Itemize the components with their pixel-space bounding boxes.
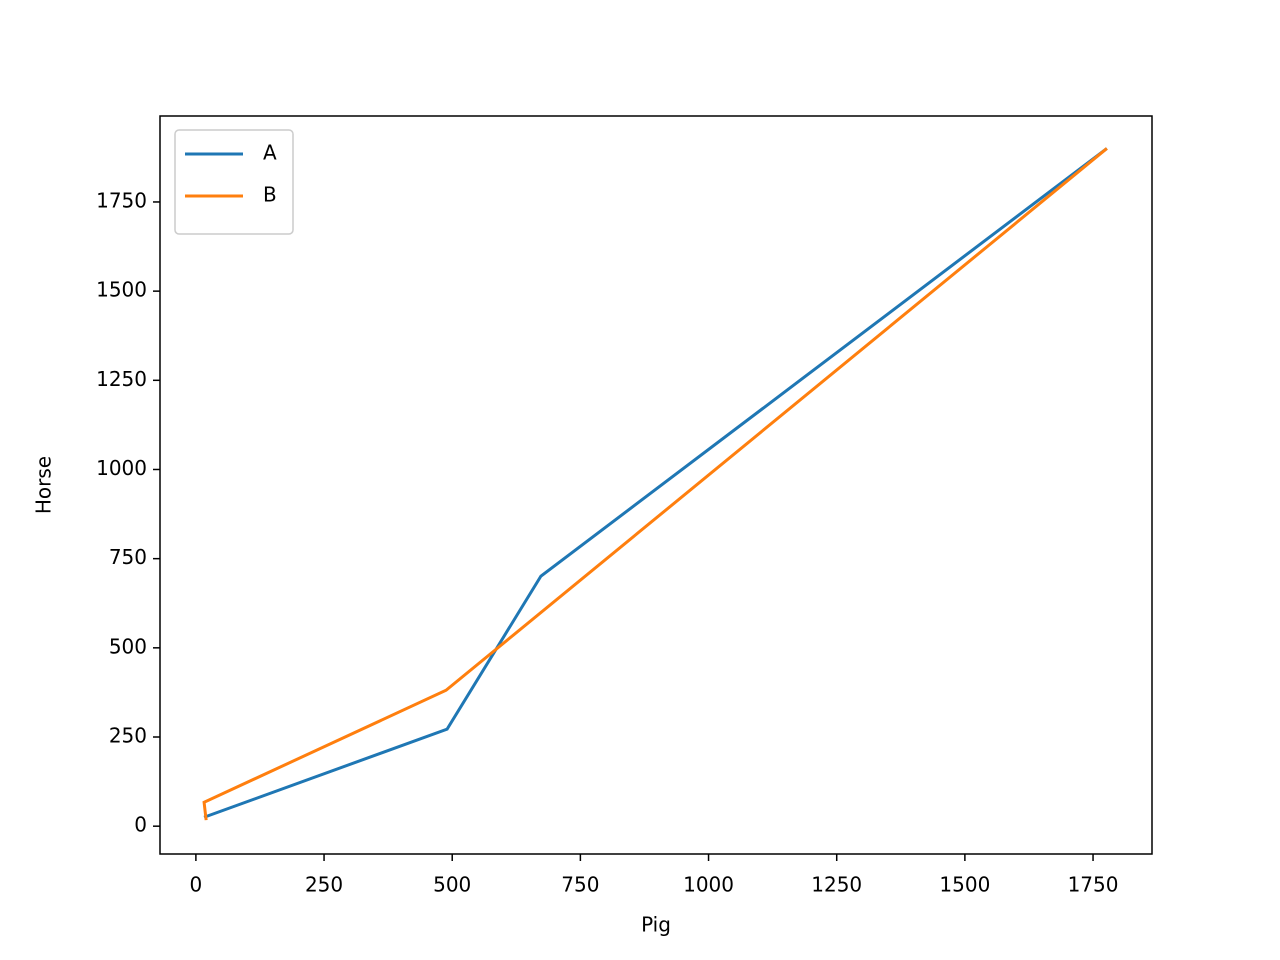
plot-frame (159, 115, 1153, 855)
y-tick-label: 1000 (96, 456, 147, 480)
y-tick-label: 1500 (96, 278, 147, 302)
x-tick-label: 1250 (811, 873, 862, 897)
y-axis-label: Horse (32, 456, 56, 514)
x-tick-label: 0 (190, 873, 203, 897)
y-tick-label: 0 (134, 813, 147, 837)
y-tick-label: 250 (109, 724, 147, 748)
x-axis-label: Pig (641, 913, 671, 937)
y-tick-label: 750 (109, 545, 147, 569)
y-tick-label: 1250 (96, 367, 147, 391)
x-tick-label: 250 (305, 873, 343, 897)
y-tick-label: 500 (109, 634, 147, 658)
legend-label: A (263, 141, 277, 165)
x-tick-label: 1000 (683, 873, 734, 897)
legend-box (174, 129, 294, 235)
x-tick-label: 1500 (939, 873, 990, 897)
x-tick-label: 750 (561, 873, 599, 897)
legend: AB (174, 129, 294, 235)
y-tick-label: 1750 (96, 188, 147, 212)
x-tick-label: 500 (433, 873, 471, 897)
x-tick-label: 1750 (1068, 873, 1119, 897)
line-series (202, 147, 1108, 821)
legend-label: B (263, 183, 277, 207)
